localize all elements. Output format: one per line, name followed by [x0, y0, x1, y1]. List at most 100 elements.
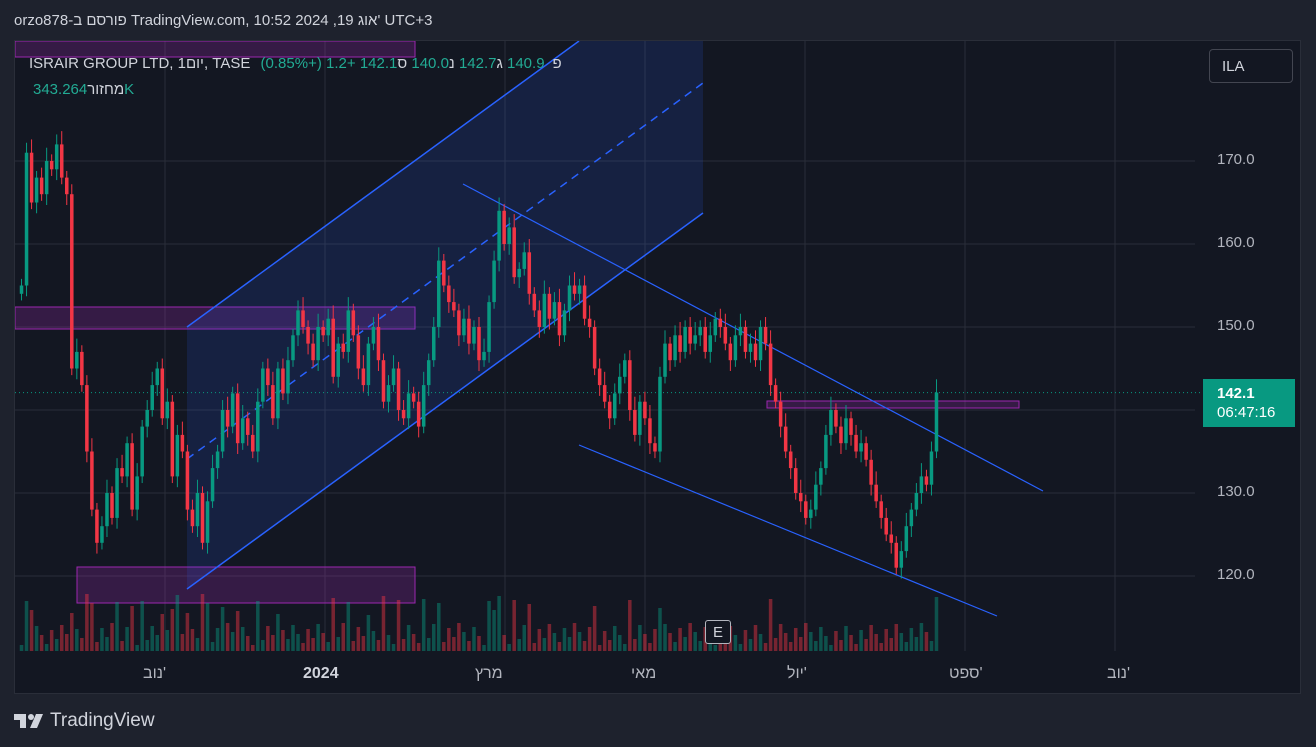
candle: [658, 376, 662, 452]
candle: [110, 493, 114, 518]
volume-bar: [431, 624, 436, 651]
close-label: ס: [397, 55, 408, 72]
volume-bar: [49, 630, 54, 651]
candle: [497, 210, 501, 261]
candle: [175, 434, 180, 477]
candle: [442, 260, 446, 286]
volume-bar: [648, 643, 652, 651]
volume-bar: [859, 630, 863, 651]
candle: [768, 343, 773, 386]
candle: [251, 434, 255, 452]
candle: [437, 260, 441, 327]
candle: [753, 343, 758, 361]
drawings-layer: [15, 41, 1203, 617]
candle: [733, 335, 738, 361]
volume-bar: [452, 637, 456, 651]
volume-bar: [301, 643, 305, 651]
breakout-zone: [766, 400, 1020, 409]
candle: [874, 484, 878, 502]
volume-bar: [235, 611, 240, 651]
channel-upper-line: [186, 41, 580, 328]
volume-bar: [276, 614, 280, 651]
volume-bar: [256, 601, 260, 651]
candle: [552, 302, 557, 319]
candle: [205, 501, 210, 543]
candle: [582, 285, 587, 319]
volume-bar: [522, 625, 527, 651]
volume-bar: [638, 625, 642, 651]
candle: [115, 468, 119, 518]
candle: [778, 401, 783, 427]
candle: [431, 327, 436, 361]
volume-bar: [160, 614, 165, 651]
candle: [336, 343, 340, 377]
volume-bar: [904, 642, 909, 651]
candle: [633, 410, 637, 435]
candle: [477, 327, 481, 361]
volume-bar: [225, 623, 230, 651]
volume-bar: [477, 636, 481, 651]
tradingview-brand: TradingView: [50, 710, 155, 731]
low-value: 140.0: [411, 55, 449, 72]
candle: [301, 310, 305, 327]
tradingview-logo[interactable]: TradingView: [14, 710, 155, 732]
volume-bar: [371, 631, 376, 651]
candle: [326, 318, 330, 336]
y-tick-label: 170.0: [1217, 151, 1255, 168]
candle: [814, 484, 818, 510]
chart-pane[interactable]: ISRAIR GROUP LTD, 1יום, TASE פ140.9 ג142…: [14, 40, 1301, 694]
candle: [346, 310, 351, 352]
volume-bar: [854, 644, 858, 651]
x-tick-label: מאי: [631, 665, 657, 682]
candle: [834, 410, 838, 427]
candle: [869, 459, 873, 485]
candle: [472, 327, 476, 344]
candle: [844, 418, 848, 444]
candle: [783, 426, 788, 452]
volume-value: 343.264K: [33, 81, 135, 98]
candle: [44, 161, 49, 195]
currency-selector[interactable]: ILA: [1209, 49, 1293, 83]
volume-bar: [844, 626, 848, 651]
candle: [261, 368, 265, 402]
candle: [225, 410, 230, 427]
candle: [165, 401, 170, 419]
earnings-event-badge[interactable]: E: [705, 620, 731, 644]
volume-bar: [230, 632, 235, 651]
y-tick-label: 120.0: [1217, 566, 1255, 583]
price-chart-svg[interactable]: [15, 41, 1301, 694]
candle: [763, 327, 768, 344]
candle: [587, 318, 592, 327]
candle: [854, 434, 858, 452]
candle: [819, 468, 823, 485]
volume-bar: [326, 642, 330, 651]
candle: [266, 368, 270, 386]
candle: [296, 310, 300, 336]
volume-bar: [215, 628, 220, 651]
candle: [597, 368, 602, 386]
symbol-legend: ISRAIR GROUP LTD, 1יום, TASE פ140.9 ג142…: [29, 55, 562, 72]
volume-bar: [311, 638, 315, 651]
bar-countdown: 06:47:16: [1217, 404, 1276, 421]
volume-bar: [874, 634, 878, 651]
candle: [924, 476, 929, 485]
volume-bar: [462, 632, 466, 651]
volume-bar: [753, 625, 758, 651]
volume-bar: [773, 638, 778, 651]
candle: [643, 401, 647, 419]
volume-bar: [557, 642, 562, 651]
volume-bar: [180, 634, 185, 651]
volume-bar: [492, 610, 496, 651]
volume-bar: [190, 629, 195, 651]
volume-bar: [623, 644, 627, 651]
volume-bar: [552, 633, 557, 651]
candle: [54, 144, 59, 170]
volume-bar: [286, 639, 290, 651]
volume-bar: [512, 600, 516, 651]
candle: [125, 443, 129, 477]
volume-bar: [361, 636, 366, 651]
y-tick-label: 130.0: [1217, 483, 1255, 500]
candle: [356, 335, 361, 369]
volume-bar: [447, 628, 451, 651]
candle: [271, 385, 275, 419]
